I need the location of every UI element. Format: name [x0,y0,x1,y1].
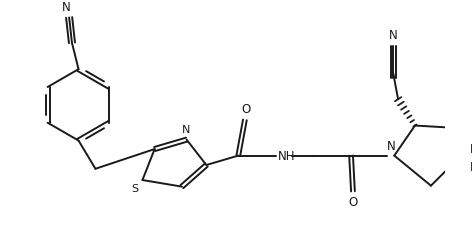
Text: NH: NH [278,150,295,163]
Text: F: F [470,161,472,174]
Text: O: O [348,196,358,209]
Text: N: N [182,125,190,135]
Text: N: N [62,1,71,14]
Text: N: N [387,140,396,153]
Text: N: N [389,29,398,42]
Text: F: F [470,142,472,156]
Text: S: S [131,184,138,194]
Text: O: O [241,103,251,116]
